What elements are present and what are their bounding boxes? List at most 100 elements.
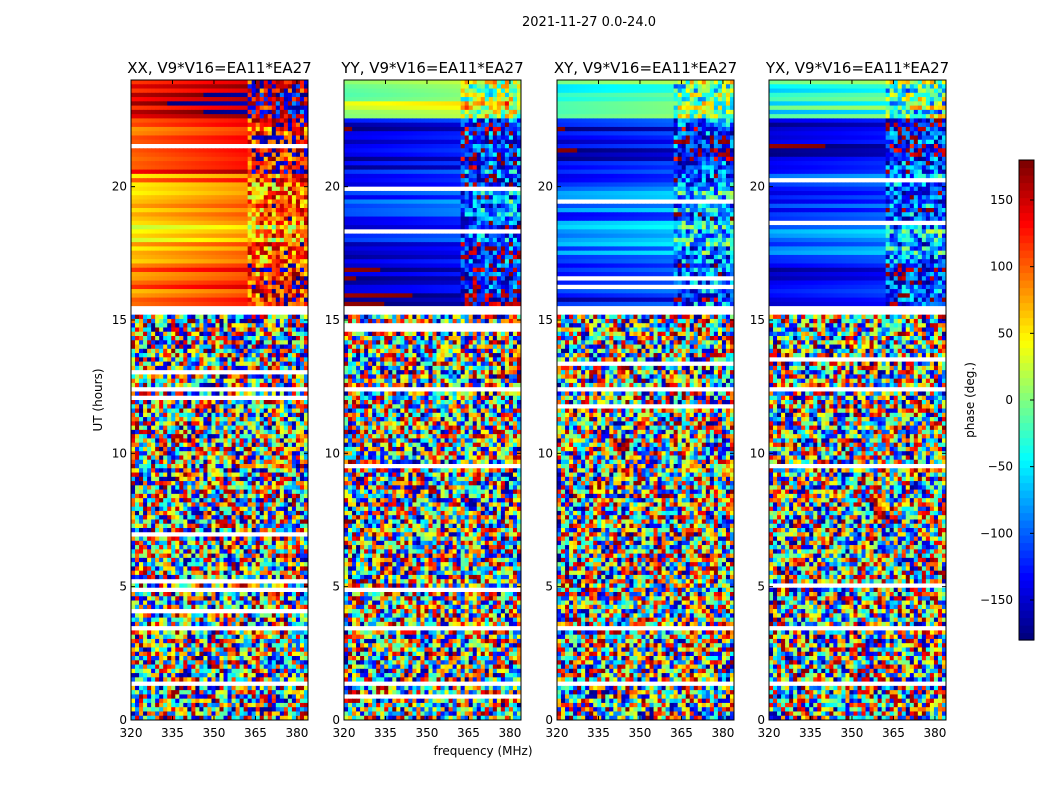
heatmap-cell [207,114,212,119]
heatmap-cell [179,574,184,580]
heatmap-cell [275,557,281,563]
heatmap-cell [167,148,172,153]
heatmap-cell [231,502,236,508]
heatmap-cell [195,510,200,516]
heatmap-cell [227,276,232,281]
heatmap-cell [203,114,208,119]
heatmap-cell [247,237,253,243]
heatmap-cell [155,190,160,196]
heatmap-cell [179,378,184,384]
heatmap-cell [195,165,200,170]
heatmap-cell [247,161,253,166]
heatmap-cell [291,139,297,145]
heatmap-cell [163,451,168,456]
heatmap-cell [219,340,224,345]
heatmap-cell [259,583,265,589]
heatmap-cell [239,225,245,230]
heatmap-cell [295,476,301,482]
heatmap-cell [147,216,152,222]
heatmap-cell [147,242,152,247]
heatmap-cell [303,289,308,294]
heatmap-cell [215,382,220,388]
heatmap-cell [287,459,293,465]
heatmap-cell [239,523,245,529]
heatmap-cell [259,498,265,503]
heatmap-cell [199,481,204,486]
heatmap-cell [283,464,289,469]
heatmap-cell [195,293,200,298]
heatmap-cell [143,122,148,128]
heatmap-cell [259,105,265,111]
heatmap-cell [163,510,168,516]
heatmap-cell [151,148,156,153]
heatmap-cell [147,135,152,141]
heatmap-cell [139,323,144,328]
heatmap-cell [243,344,249,350]
heatmap-cell [207,318,212,324]
heatmap-cell [263,348,269,354]
heatmap-cell [191,434,196,439]
heatmap-cell [235,109,241,115]
heatmap-cell [135,254,140,260]
heatmap-cell [167,515,172,520]
heatmap-cell [239,570,245,576]
heatmap-cell [223,506,228,512]
heatmap-cell [263,596,269,601]
heatmap-cell [143,237,148,243]
heatmap-cell [187,553,192,559]
heatmap-cell [187,250,192,256]
heatmap-cell [187,408,192,414]
heatmap-cell [191,421,196,426]
heatmap-cell [207,190,212,196]
heatmap-cell [215,212,220,217]
flagged-row [131,579,308,584]
heatmap-cell [227,412,232,418]
heatmap-cell [291,476,297,482]
heatmap-cell [187,220,192,226]
heatmap-cell [131,131,136,136]
heatmap-cell [259,549,265,554]
heatmap-cell [303,468,308,473]
heatmap-cell [191,400,196,405]
heatmap-cell [279,272,285,277]
heatmap-cell [139,464,144,469]
heatmap-cell [183,468,188,473]
heatmap-cell [291,220,297,226]
heatmap-cell [195,156,200,162]
heatmap-cell [131,109,136,115]
heatmap-cell [187,178,192,183]
heatmap-cell [219,378,224,384]
heatmap-cell [247,242,253,247]
heatmap-cell [299,549,305,554]
heatmap-cell [179,84,184,89]
heatmap-cell [287,190,293,196]
heatmap-cell [259,276,265,281]
heatmap-cell [139,429,144,435]
heatmap-cell [183,190,188,196]
heatmap-cell [263,105,269,111]
heatmap-cell [275,178,281,183]
heatmap-cell [139,365,144,371]
heatmap-cell [183,446,188,452]
heatmap-cell [287,297,293,303]
heatmap-cell [255,156,261,162]
heatmap-cell [295,348,301,354]
heatmap-cell [251,165,257,170]
heatmap-cell [131,220,136,226]
heatmap-cell [299,118,305,124]
heatmap-cell [187,126,192,132]
heatmap-cell [267,118,273,124]
heatmap-cell [187,459,192,465]
heatmap-cell [223,233,228,239]
heatmap-cell [223,259,228,264]
heatmap-cell [151,519,156,525]
heatmap-cell [155,135,160,141]
heatmap-cell [263,549,269,554]
heatmap-cell [135,165,140,170]
heatmap-cell [203,540,208,546]
heatmap-cell [255,472,261,478]
heatmap-cell [291,237,297,243]
heatmap-cell [151,182,156,188]
heatmap-cell [271,417,277,422]
heatmap-cell [279,353,285,358]
